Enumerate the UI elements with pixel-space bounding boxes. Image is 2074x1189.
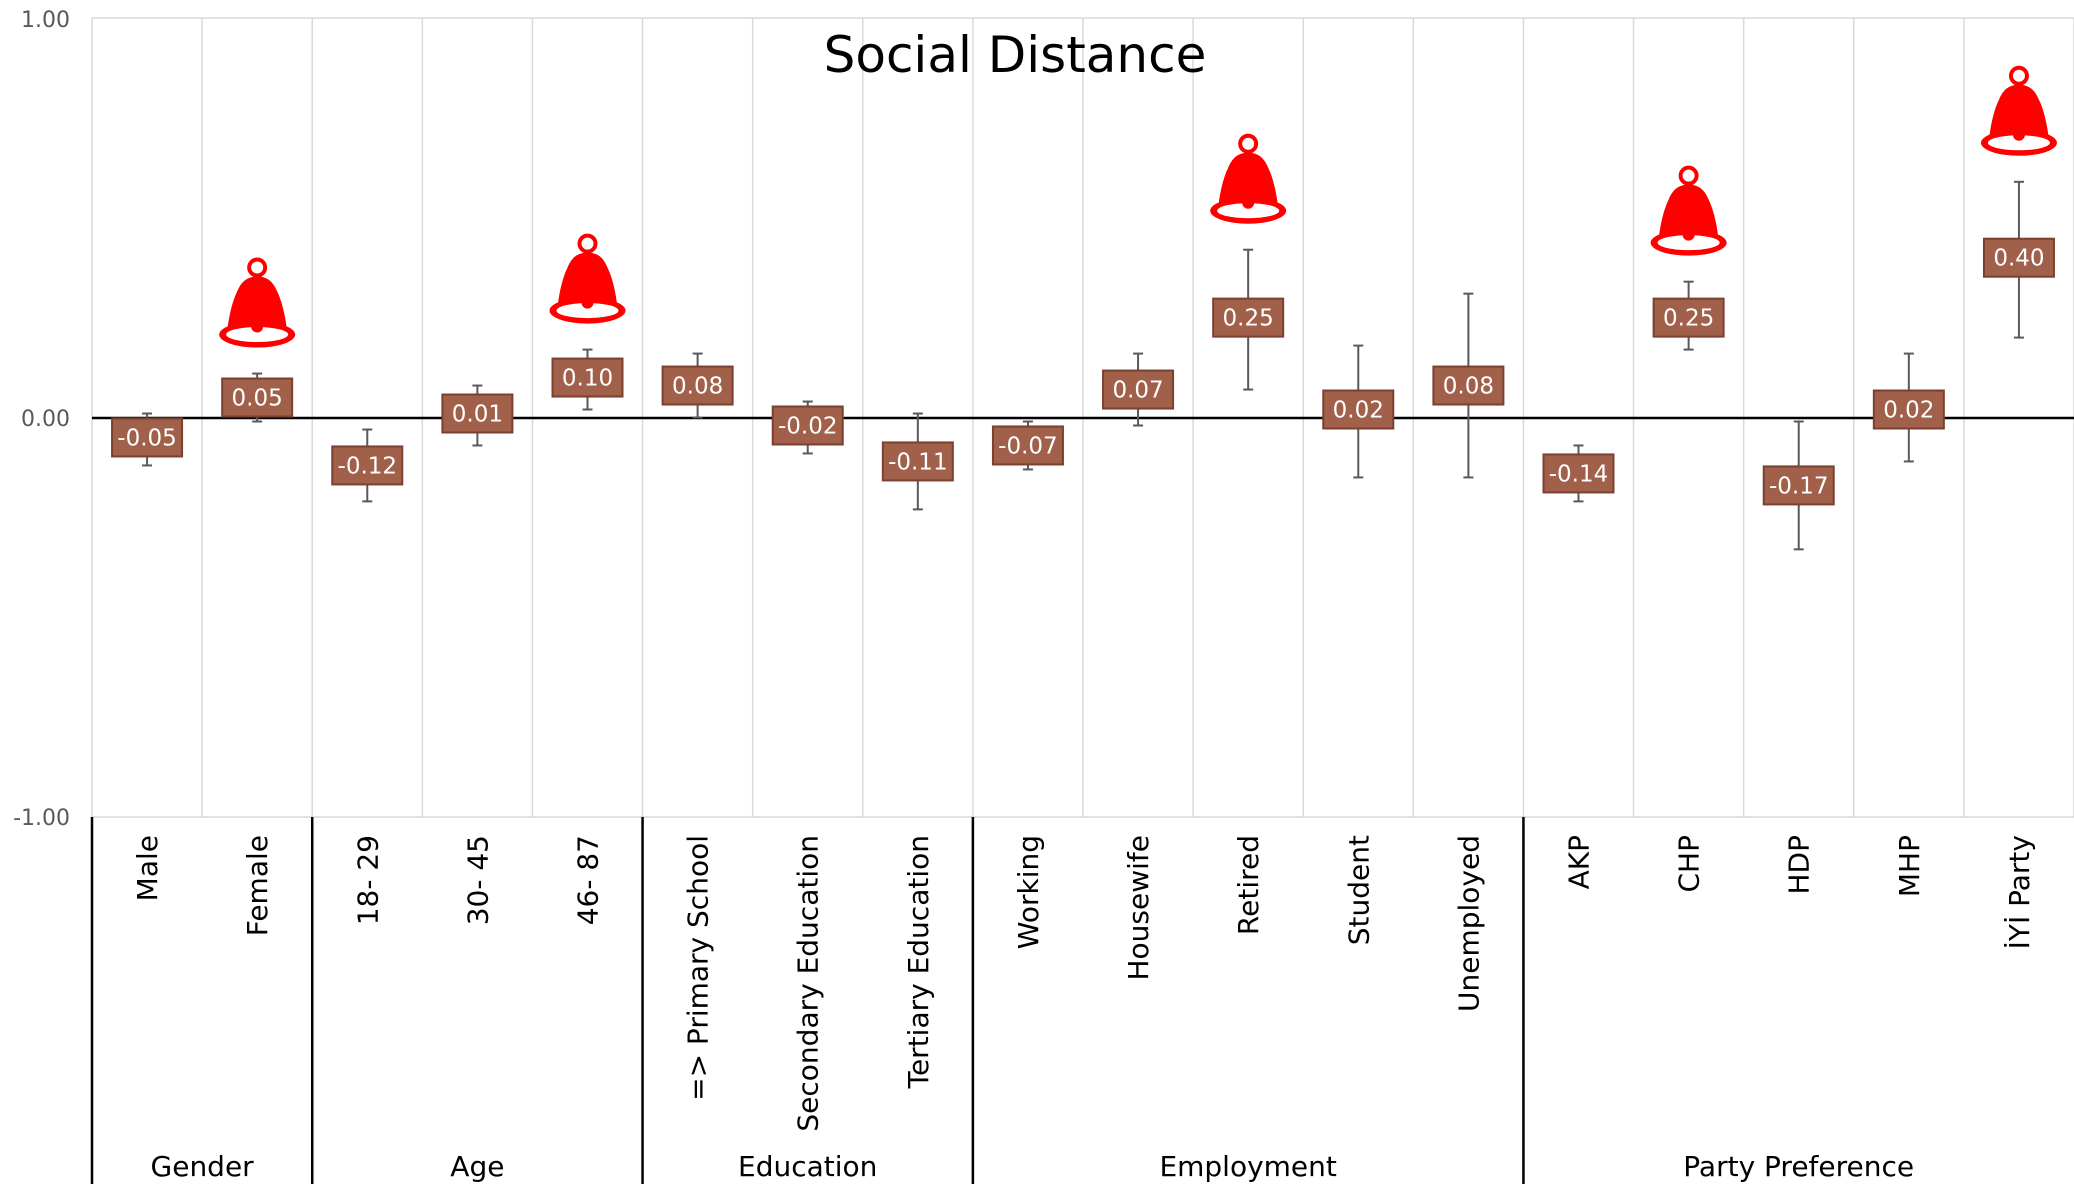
- data-point: -0.14: [1542, 453, 1615, 494]
- data-label: 0.25: [1663, 306, 1714, 332]
- data-label: 0.25: [1223, 306, 1274, 332]
- data-label: 0.40: [1993, 246, 2044, 272]
- category-label: 18- 29: [351, 835, 384, 925]
- data-label: 0.08: [1443, 374, 1494, 400]
- data-marker: [1102, 369, 1175, 410]
- bell-icons: [219, 65, 2057, 348]
- category-label: Female: [241, 835, 274, 936]
- data-label: -0.07: [998, 433, 1058, 459]
- data-point: -0.05: [111, 417, 184, 458]
- data-label: -0.02: [778, 413, 838, 439]
- data-label: 0.08: [672, 374, 723, 400]
- data-point: -0.02: [771, 405, 844, 446]
- y-tick-label-bottom: -1.00: [13, 806, 70, 831]
- data-marker: [771, 405, 844, 446]
- data-marker: [331, 445, 404, 486]
- data-label: 0.02: [1883, 398, 1934, 424]
- category-label: AKP: [1563, 835, 1596, 889]
- category-labels: Male Female 18- 29 30- 45 46- 87 => Primary S…: [131, 835, 2036, 1132]
- category-label: Male: [131, 835, 164, 901]
- bell-icon: [1650, 165, 1727, 256]
- category-label: 30- 45: [461, 835, 494, 925]
- data-marker: [111, 417, 184, 458]
- data-point: -0.17: [1762, 465, 1835, 506]
- category-frame: [90, 816, 2074, 1184]
- group-labels: Gender Age Education Employment Party Prefer…: [151, 1150, 1915, 1183]
- data-point: 0.25: [1212, 297, 1285, 338]
- data-marker: [441, 393, 514, 434]
- data-label: 0.05: [232, 386, 283, 412]
- data-marker: [1322, 389, 1395, 430]
- data-label: 0.07: [1112, 378, 1163, 404]
- data-label: -0.17: [1769, 473, 1829, 499]
- category-label: Retired: [1232, 835, 1265, 935]
- data-marker: [1432, 365, 1505, 406]
- data-label: 0.10: [562, 366, 613, 392]
- data-point: 0.01: [441, 393, 514, 434]
- data-markers: -0.05 0.05 -0.12 0.01 0.10 0.08 -0.02 -0.11 -0.0…: [111, 237, 2055, 506]
- category-label: İYİ Party: [2003, 835, 2036, 949]
- category-label: Student: [1342, 835, 1375, 945]
- data-point: -0.11: [881, 441, 954, 482]
- data-marker: [1652, 297, 1725, 338]
- data-point: 0.02: [1872, 389, 1945, 430]
- group-label: Age: [450, 1150, 504, 1183]
- data-label: -0.11: [888, 449, 948, 475]
- category-label: Unemployed: [1452, 835, 1485, 1012]
- category-label: Working: [1012, 835, 1045, 949]
- category-label: => Primary School: [682, 835, 715, 1101]
- group-label: Gender: [151, 1150, 255, 1183]
- data-point: 0.40: [1982, 237, 2055, 278]
- data-point: 0.10: [551, 357, 624, 398]
- y-axis: 1.00 0.00 -1.00: [13, 8, 70, 831]
- data-marker: [991, 425, 1064, 466]
- chart-title: Social Distance: [824, 26, 1207, 84]
- data-label: -0.12: [338, 453, 398, 479]
- data-marker: [1872, 389, 1945, 430]
- data-marker: [1212, 297, 1285, 338]
- category-label: Secondary Education: [792, 835, 825, 1132]
- y-tick-label-top: 1.00: [21, 8, 70, 33]
- data-label: 0.02: [1333, 398, 1384, 424]
- data-point: 0.08: [1432, 365, 1505, 406]
- group-label: Party Preference: [1683, 1150, 1914, 1183]
- data-point: 0.07: [1102, 369, 1175, 410]
- category-label: Housewife: [1122, 835, 1155, 981]
- group-label: Education: [738, 1150, 877, 1183]
- category-label: 46- 87: [572, 835, 605, 925]
- category-label: Tertiary Education: [902, 835, 935, 1089]
- category-label: CHP: [1673, 835, 1706, 893]
- data-label: -0.05: [117, 425, 177, 451]
- data-point: -0.07: [991, 425, 1064, 466]
- data-point: 0.02: [1322, 389, 1395, 430]
- data-marker: [1982, 237, 2055, 278]
- data-point: 0.25: [1652, 297, 1725, 338]
- data-marker: [881, 441, 954, 482]
- bell-icon: [549, 233, 626, 324]
- category-label: HDP: [1783, 835, 1816, 895]
- category-label: MHP: [1893, 835, 1926, 897]
- bell-icon: [219, 257, 296, 348]
- data-marker: [1542, 453, 1615, 494]
- data-point: 0.08: [661, 365, 734, 406]
- y-tick-label-zero: 0.00: [21, 407, 70, 432]
- bell-icon: [1980, 65, 2057, 156]
- data-marker: [661, 365, 734, 406]
- data-marker: [1762, 465, 1835, 506]
- data-point: 0.05: [221, 377, 294, 418]
- data-marker: [221, 377, 294, 418]
- bell-icon: [1210, 133, 1287, 224]
- data-point: -0.12: [331, 445, 404, 486]
- data-label: 0.01: [452, 402, 503, 428]
- group-label: Employment: [1159, 1150, 1336, 1183]
- data-label: -0.14: [1549, 461, 1609, 487]
- data-marker: [551, 357, 624, 398]
